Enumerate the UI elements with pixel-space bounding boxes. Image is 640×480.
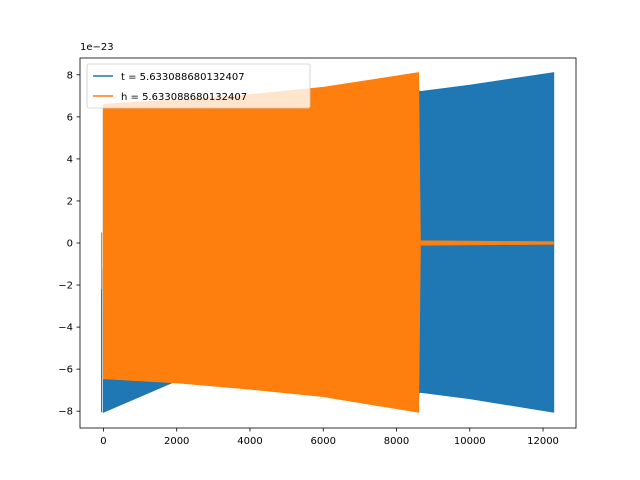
y-tick-label: −2 [58, 281, 73, 292]
x-tick-label: 8000 [384, 436, 409, 447]
legend-label-t: t = 5.633088680132407 [121, 72, 245, 83]
series-layer [101, 72, 555, 413]
y-offset-label: 1e−23 [80, 42, 114, 53]
y-tick-label: 2 [67, 196, 73, 207]
y-tick-label: 6 [67, 112, 73, 123]
x-tick-label: 0 [100, 436, 106, 447]
x-tick-label: 10000 [454, 436, 486, 447]
y-tick-label: −4 [58, 323, 73, 334]
y-tick-label: −6 [58, 365, 73, 376]
x-axis: 0 2000 4000 6000 8000 10000 12000 [100, 428, 559, 447]
y-tick-label: 8 [67, 70, 73, 81]
y-tick-label: 4 [67, 154, 73, 165]
legend: t = 5.633088680132407 h = 5.633088680132… [86, 63, 311, 109]
x-tick-label: 12000 [527, 436, 559, 447]
y-tick-label: −8 [58, 407, 73, 418]
x-tick-label: 6000 [311, 436, 336, 447]
x-tick-label: 4000 [237, 436, 262, 447]
x-tick-label: 2000 [164, 436, 189, 447]
legend-box [86, 63, 311, 109]
y-tick-label: 0 [67, 239, 73, 250]
legend-label-h: h = 5.633088680132407 [121, 92, 247, 103]
y-axis: −8 −6 −4 −2 0 2 4 6 8 [58, 70, 80, 418]
